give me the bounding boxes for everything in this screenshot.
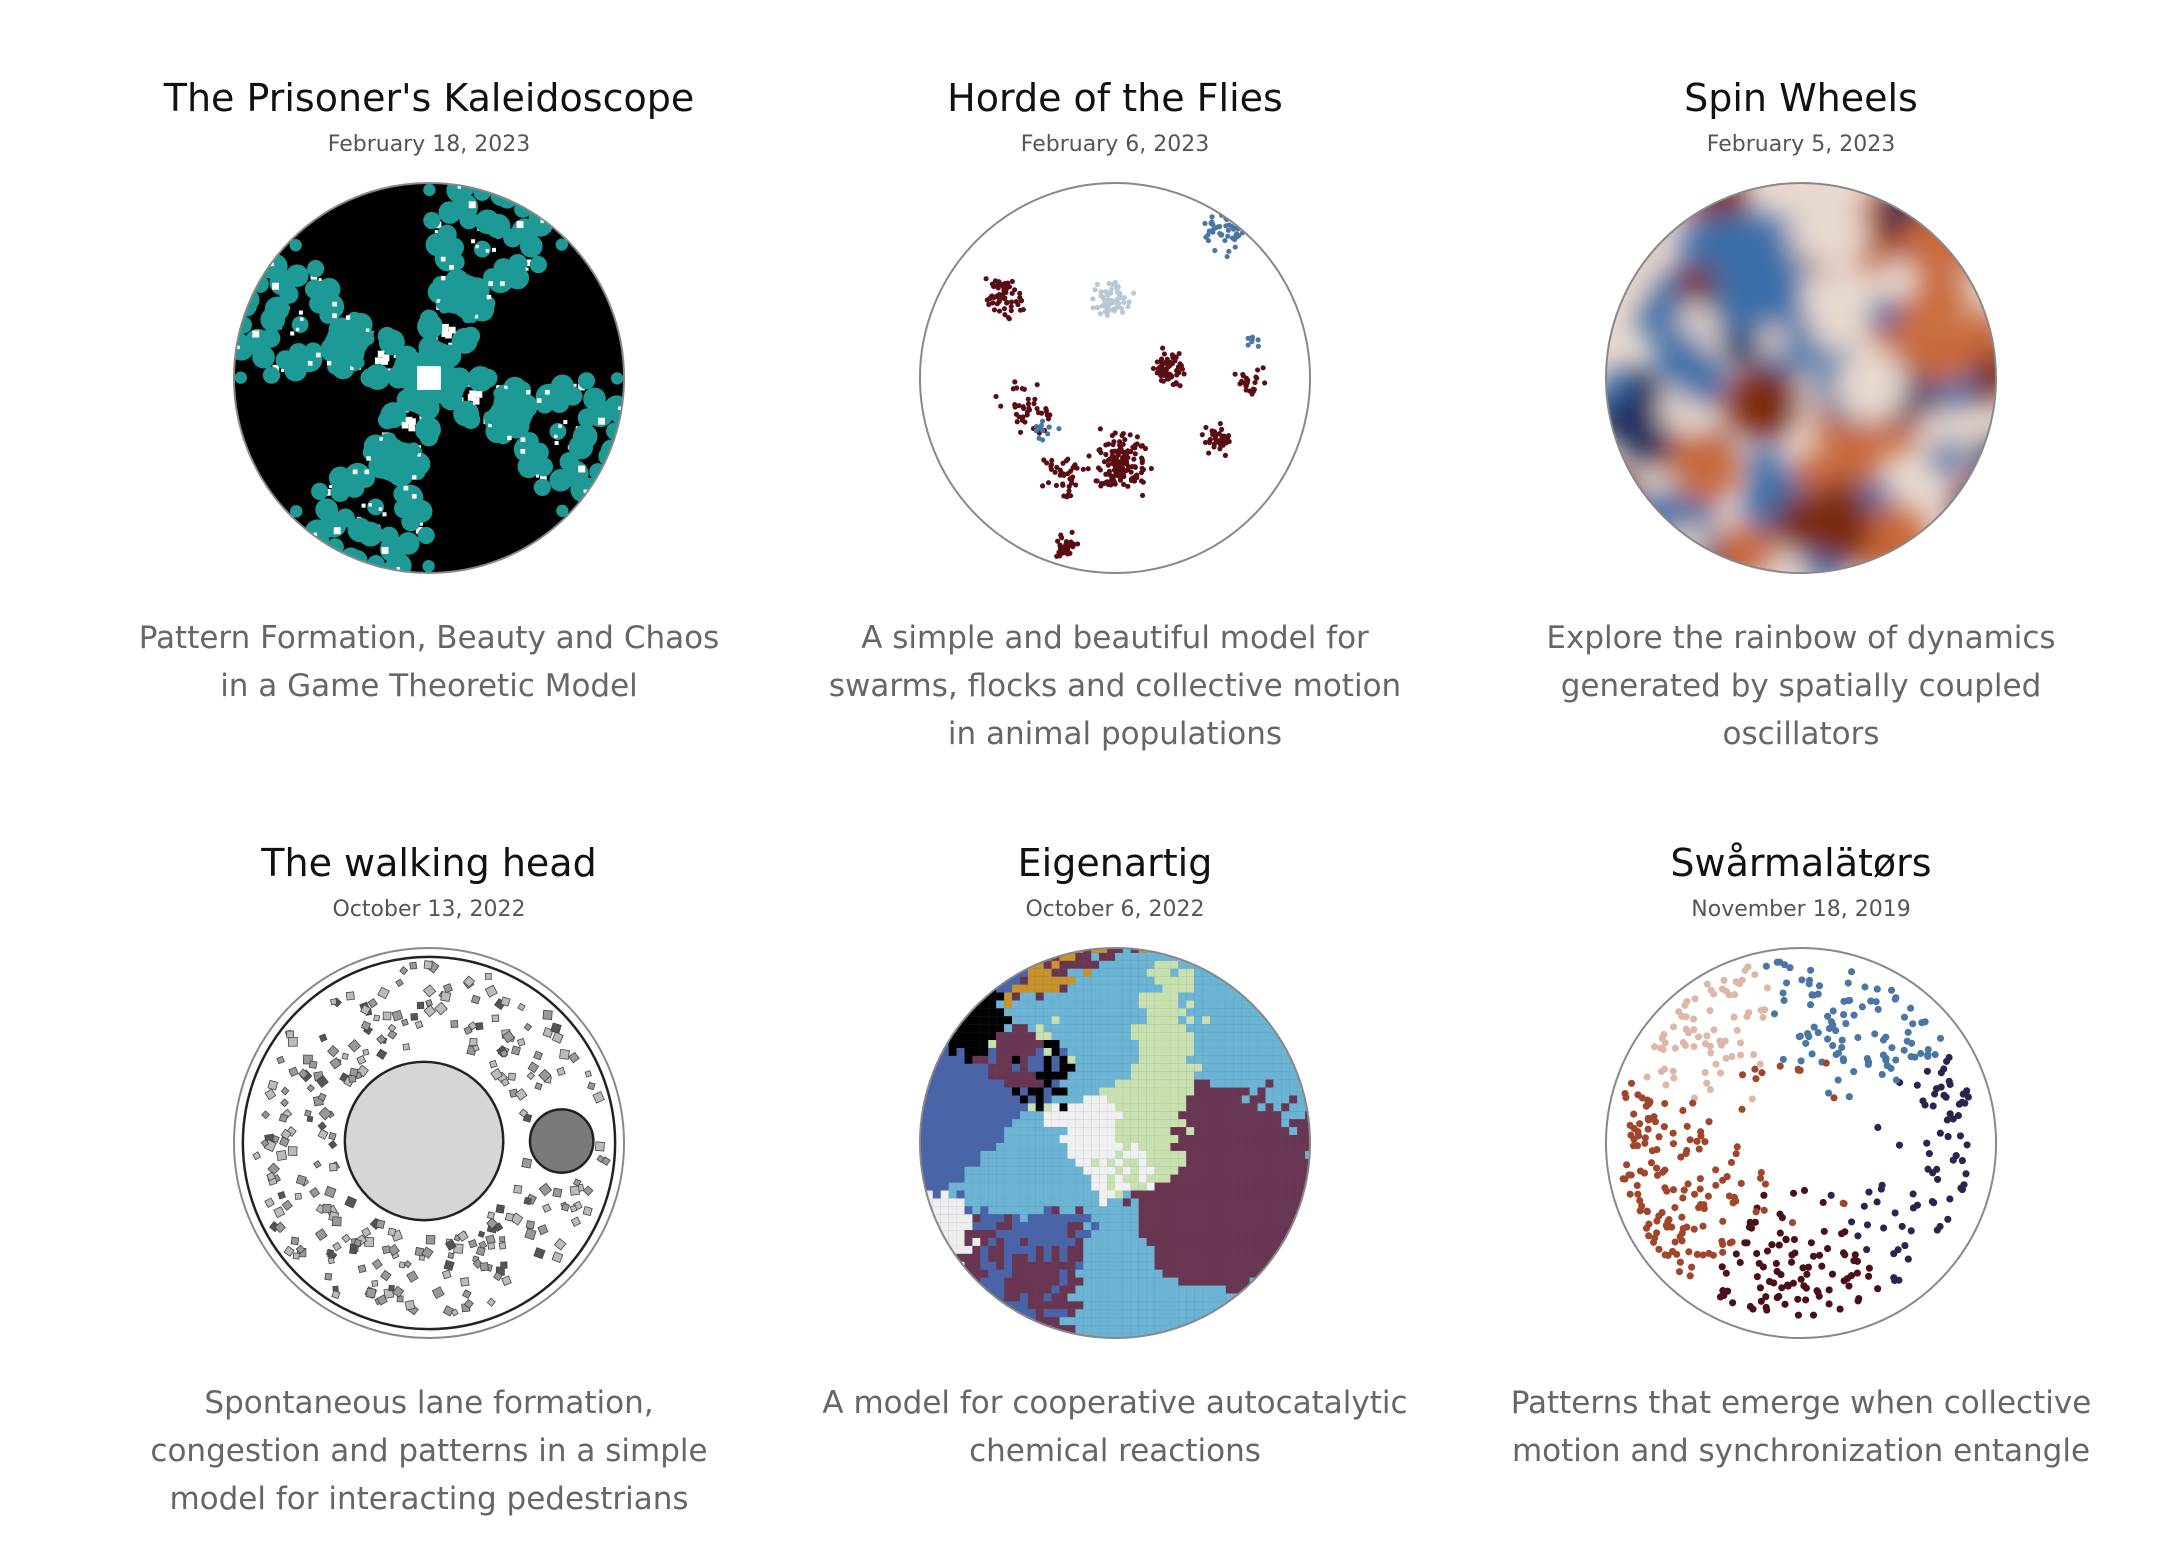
post-card-walking-head[interactable]: The walking head October 13, 2022 Sponta…	[86, 837, 772, 1523]
spin-wheels-thumbnail[interactable]	[1603, 180, 1999, 576]
swarmalators-thumbnail[interactable]	[1603, 945, 1999, 1341]
post-title[interactable]: The walking head	[261, 841, 597, 885]
post-card-eigenartig[interactable]: Eigenartig October 6, 2022 A model for c…	[772, 837, 1458, 1475]
post-card-swarmalators[interactable]: Swårmalätørs November 18, 2019 Patterns …	[1458, 837, 2144, 1475]
post-title[interactable]: The Prisoner's Kaleidoscope	[163, 76, 695, 120]
post-card-horde-of-the-flies[interactable]: Horde of the Flies February 6, 2023 A si…	[772, 72, 1458, 758]
walking-head-thumbnail[interactable]	[231, 945, 627, 1341]
post-card-prisoners-kaleidoscope[interactable]: The Prisoner's Kaleidoscope February 18,…	[86, 72, 772, 710]
eigenartig-thumbnail[interactable]	[917, 945, 1313, 1341]
post-description: A simple and beautiful model for swarms,…	[828, 620, 1402, 752]
post-date: February 5, 2023	[1706, 132, 1896, 157]
post-date: October 13, 2022	[332, 897, 526, 922]
post-card-spin-wheels[interactable]: Spin Wheels February 5, 2023 Explore the…	[1458, 72, 2144, 758]
post-description: A model for cooperative autocatalytic ch…	[822, 1385, 1408, 1469]
post-description: Pattern Formation, Beauty and Chaos in a…	[138, 620, 720, 704]
post-date: February 6, 2023	[1020, 132, 1210, 157]
flies-thumbnail[interactable]	[917, 180, 1313, 576]
post-title[interactable]: Horde of the Flies	[947, 76, 1283, 120]
post-title[interactable]: Spin Wheels	[1684, 76, 1918, 120]
post-description: Spontaneous lane formation, congestion a…	[150, 1385, 708, 1517]
post-title[interactable]: Eigenartig	[1017, 841, 1213, 885]
post-description: Patterns that emerge when collective mot…	[1510, 1385, 2092, 1469]
post-date: October 6, 2022	[1025, 897, 1205, 922]
post-title[interactable]: Swårmalätørs	[1670, 841, 1932, 885]
kaleidoscope-thumbnail[interactable]	[231, 180, 627, 576]
post-date: November 18, 2019	[1691, 897, 1911, 922]
post-description: Explore the rainbow of dynamics generate…	[1546, 620, 2056, 752]
post-date: February 18, 2023	[327, 132, 531, 157]
